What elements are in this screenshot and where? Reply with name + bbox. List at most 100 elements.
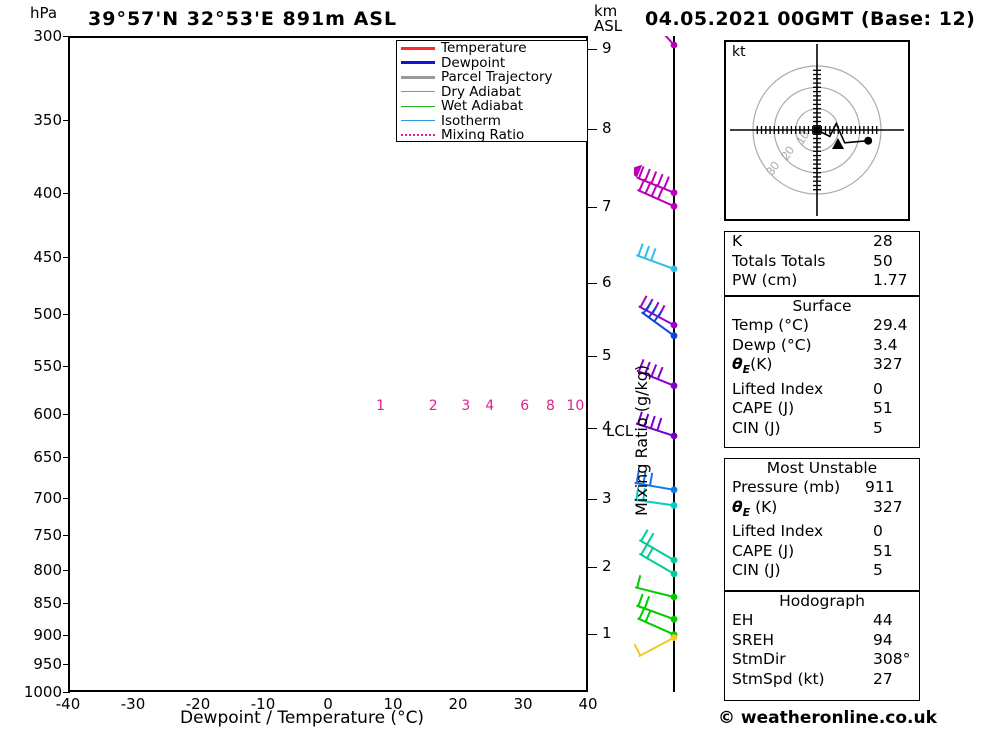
- legend-swatch: [401, 91, 435, 93]
- hodograph-ring-label: 30: [763, 159, 782, 178]
- pressure-tick: [63, 256, 70, 258]
- temperature-tick-label: -30: [120, 695, 146, 713]
- temperature-tick-label: 20: [448, 695, 468, 713]
- table-row: θE(K) 327: [725, 355, 919, 380]
- height-tick: [588, 356, 597, 358]
- legend-swatch: [401, 61, 435, 65]
- table-row-value: 51: [873, 541, 893, 560]
- legend-item: Wet Adiabat: [397, 99, 587, 114]
- wind-barb: [637, 606, 678, 638]
- table-row: Temp (°C) 29.4: [725, 316, 919, 336]
- x-axis-title: Dewpoint / Temperature (°C): [180, 708, 425, 728]
- pressure-tick: [63, 570, 70, 572]
- height-tick-label: 8: [602, 119, 612, 138]
- height-tick: [588, 498, 597, 500]
- legend-label: Dewpoint: [441, 54, 506, 71]
- hodograph-start-marker: [813, 126, 821, 134]
- table-row-label: θE(K): [732, 355, 773, 377]
- height-axis-unit: km ASL: [594, 4, 622, 34]
- table-row: CIN (J) 5: [725, 419, 919, 439]
- table-row-label: Dewp (°C): [732, 335, 812, 354]
- hodograph-stats-table: Hodograph EH 44 SREH 94 StmDir 308° StmSpd (kt)…: [724, 591, 920, 701]
- station-title: 39°57'N 32°53'E 891m ASL: [88, 8, 398, 30]
- wind-barb: [636, 359, 678, 390]
- table-row-value: 28: [873, 232, 893, 250]
- table-row-label: CIN (J): [732, 561, 781, 580]
- legend-label: Wet Adiabat: [441, 98, 524, 115]
- mixing-ratio-label: 4: [485, 397, 495, 414]
- table-row-value: 3.4: [873, 335, 898, 354]
- wind-barb: [635, 411, 678, 440]
- wind-barb: [634, 574, 678, 601]
- pressure-tick: [63, 692, 70, 693]
- pressure-tick-label: 900: [33, 625, 62, 644]
- height-tick-label: 5: [602, 346, 612, 365]
- pressure-tick-label: 450: [33, 247, 62, 266]
- mixing-ratio-label: 6: [520, 397, 530, 414]
- legend-label: Parcel Trajectory: [441, 69, 553, 86]
- hodograph-end-marker: [864, 136, 873, 145]
- height-tick: [588, 566, 597, 568]
- pressure-tick-label: 350: [33, 110, 62, 129]
- mixing-ratio-label: 1: [376, 397, 386, 414]
- table-row-value: 0: [873, 379, 883, 398]
- skewt-plot-frame: [68, 36, 588, 692]
- mixing-ratio-label: 3: [461, 397, 471, 414]
- height-axis-unit-asl: ASL: [594, 17, 623, 35]
- height-tick-label: 2: [602, 556, 612, 575]
- table-row-label: CIN (J): [732, 418, 781, 437]
- legend: Temperature Dewpoint Parcel Trajectory Dry …: [396, 40, 588, 142]
- pressure-tick: [63, 413, 70, 415]
- temperature-tick-label: -40: [55, 695, 81, 713]
- height-axis-unit-km: km: [594, 2, 618, 20]
- pressure-tick-label: 300: [33, 27, 62, 45]
- table-row-label: Totals Totals: [732, 251, 826, 270]
- wind-barb-column: [634, 36, 678, 692]
- pressure-tick-label: 1000: [23, 683, 62, 701]
- table-row: StmDir 308°: [725, 650, 919, 670]
- pressure-tick: [63, 535, 70, 537]
- mixing-ratio-label: 10: [566, 397, 585, 414]
- table-row-value: 29.4: [873, 316, 908, 334]
- wind-barb: [664, 36, 678, 49]
- pressure-tick: [63, 36, 70, 37]
- most-unstable-table: Most Unstable Pressure (mb) 911 θE (K) 327 Li…: [724, 458, 920, 591]
- table-row-value: 27: [873, 669, 893, 688]
- hodograph-panel: 10 20 30: [724, 40, 910, 221]
- wind-barb: [641, 302, 678, 340]
- run-datetime-title: 04.05.2021 00GMT (Base: 12): [645, 8, 976, 30]
- legend-label: Dry Adiabat: [441, 83, 521, 100]
- indices-table: K 28 Totals Totals 50 PW (cm) 1.77: [724, 231, 920, 296]
- pressure-tick-label: 800: [33, 561, 62, 580]
- height-tick-label: 3: [602, 488, 612, 507]
- temperature-tick-label: 30: [513, 695, 533, 713]
- table-row: SREH 94: [725, 631, 919, 651]
- table-row-value: 0: [873, 522, 883, 541]
- height-tick: [588, 129, 597, 131]
- pressure-tick-label: 850: [33, 594, 62, 613]
- table-row-label: θE (K): [732, 497, 778, 519]
- table-row-value: 1.77: [873, 271, 908, 289]
- table-title: Surface: [792, 297, 852, 315]
- pressure-tick: [63, 664, 70, 666]
- pressure-tick-label: 600: [33, 404, 62, 423]
- legend-label: Mixing Ratio: [441, 127, 525, 144]
- table-title: Hodograph: [779, 592, 865, 610]
- table-row-value: 94: [873, 630, 893, 649]
- table-row: CIN (J) 5: [725, 561, 919, 581]
- wind-barb: [636, 243, 678, 273]
- temperature-tick-label: -20: [185, 695, 211, 713]
- wind-barb: [636, 593, 678, 623]
- table-row-label: EH: [732, 611, 754, 629]
- wind-barb: [634, 487, 678, 509]
- copyright-credit: © weatheronline.co.uk: [718, 708, 937, 728]
- pressure-tick: [63, 366, 70, 368]
- legend-label: Temperature: [441, 40, 527, 57]
- table-row: K 28: [725, 232, 919, 252]
- height-tick: [588, 633, 597, 635]
- wind-barb: [634, 634, 678, 658]
- wind-barb: [638, 543, 678, 578]
- legend-swatch: [401, 134, 435, 137]
- pressure-tick-label: 950: [33, 655, 62, 674]
- height-tick-label: 1: [602, 623, 612, 642]
